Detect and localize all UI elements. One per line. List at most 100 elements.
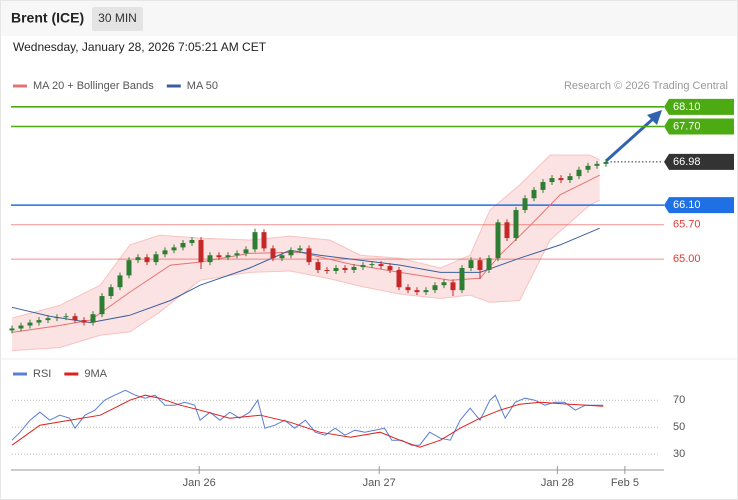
candle-body [513, 210, 519, 239]
candle-body [459, 268, 465, 291]
candle-body [72, 316, 78, 321]
candle-body [405, 287, 411, 291]
candle-body [234, 253, 240, 256]
candle-body [243, 249, 249, 254]
level-label: 65.00 [673, 253, 701, 265]
x-tick-label: Jan 26 [183, 477, 216, 489]
candle-body [396, 269, 402, 288]
instrument-title: Brent (ICE) [11, 10, 84, 26]
candle-body [144, 257, 150, 263]
candle-body [117, 275, 123, 288]
indicator-line [11, 394, 604, 448]
candle-body [207, 255, 213, 263]
indicator-line [11, 389, 604, 446]
level-tag [664, 153, 734, 170]
legend-label: MA 20 + Bollinger Bands [33, 80, 154, 92]
candle-body [36, 320, 42, 323]
candle-body [45, 318, 51, 321]
candle-body [333, 268, 339, 271]
candle-body [450, 282, 456, 291]
candle-body [90, 314, 96, 323]
candle-body [342, 268, 348, 270]
candle-body [198, 240, 204, 263]
ma-line [11, 174, 600, 333]
candle-body [126, 260, 132, 276]
candle-body [27, 322, 33, 326]
legend-swatch [13, 84, 27, 88]
candle-body [162, 250, 168, 255]
forecast-arrow [604, 116, 656, 163]
y-tick-label: 70 [673, 394, 685, 406]
x-tick-label: Feb 5 [611, 477, 639, 489]
x-tick-label: Jan 28 [541, 477, 574, 489]
candle-body [288, 250, 294, 256]
candle-body [63, 316, 69, 318]
candle-body [594, 163, 600, 166]
candle-body [468, 260, 474, 269]
candle-body [414, 290, 420, 293]
level-tag [664, 197, 734, 214]
interval-label: 30 MIN [98, 11, 137, 25]
y-tick-label: 30 [673, 448, 685, 460]
candle-body [477, 260, 483, 270]
candle-body [279, 255, 285, 259]
arrow-head [647, 110, 662, 125]
candle-body [441, 282, 447, 286]
candle-body [603, 161, 609, 164]
candle-body [225, 255, 231, 258]
candle-body [540, 182, 546, 190]
candle-body [315, 262, 321, 270]
legend-swatch [13, 372, 27, 376]
ma-line [11, 227, 600, 324]
bollinger-upper [11, 154, 600, 319]
legend-swatch [166, 84, 181, 88]
candle-body [432, 285, 438, 291]
candle-body [261, 232, 267, 249]
legend-label: MA 50 [187, 80, 218, 92]
candle-body [9, 328, 15, 331]
level-tag [664, 98, 734, 115]
candle-body [270, 248, 276, 259]
candle-body [585, 165, 591, 170]
candle-body [180, 242, 186, 248]
bollinger-lower [11, 199, 600, 352]
candle-body [108, 287, 114, 297]
candle-body [387, 266, 393, 270]
candle-body [549, 178, 555, 183]
candle-body [531, 189, 537, 199]
candle-body [378, 264, 384, 267]
candle-body [54, 317, 60, 319]
candle-body [360, 265, 366, 268]
credit: Research © 2026 Trading Central [564, 80, 728, 92]
candle-body [324, 269, 330, 271]
candle-body [153, 254, 159, 263]
candle-body [486, 258, 492, 270]
candle-body [171, 247, 177, 251]
level-label: 65.70 [673, 219, 701, 231]
interval-button[interactable] [92, 7, 143, 31]
candle-body [216, 255, 222, 258]
level-label: 66.10 [673, 199, 701, 211]
candle-body [252, 232, 258, 250]
candle-body [369, 264, 375, 266]
candle-body [495, 222, 501, 259]
candle-body [522, 198, 528, 211]
level-label: 67.70 [673, 120, 701, 132]
y-tick-label: 50 [673, 421, 685, 433]
candle-body [567, 176, 573, 181]
legend-swatch [64, 372, 79, 376]
candle-body [81, 320, 87, 323]
legend-label: 9MA [84, 368, 107, 380]
candle-body [189, 240, 195, 243]
legend-label: RSI [33, 368, 51, 380]
timestamp: Wednesday, January 28, 2026 7:05:21 AM C… [13, 40, 267, 54]
candle-body [306, 248, 312, 263]
candle-body [99, 296, 105, 315]
candle-body [558, 178, 564, 181]
level-label: 68.10 [673, 101, 701, 113]
candle-body [423, 290, 429, 293]
level-tag [664, 118, 734, 135]
candle-body [135, 257, 141, 261]
